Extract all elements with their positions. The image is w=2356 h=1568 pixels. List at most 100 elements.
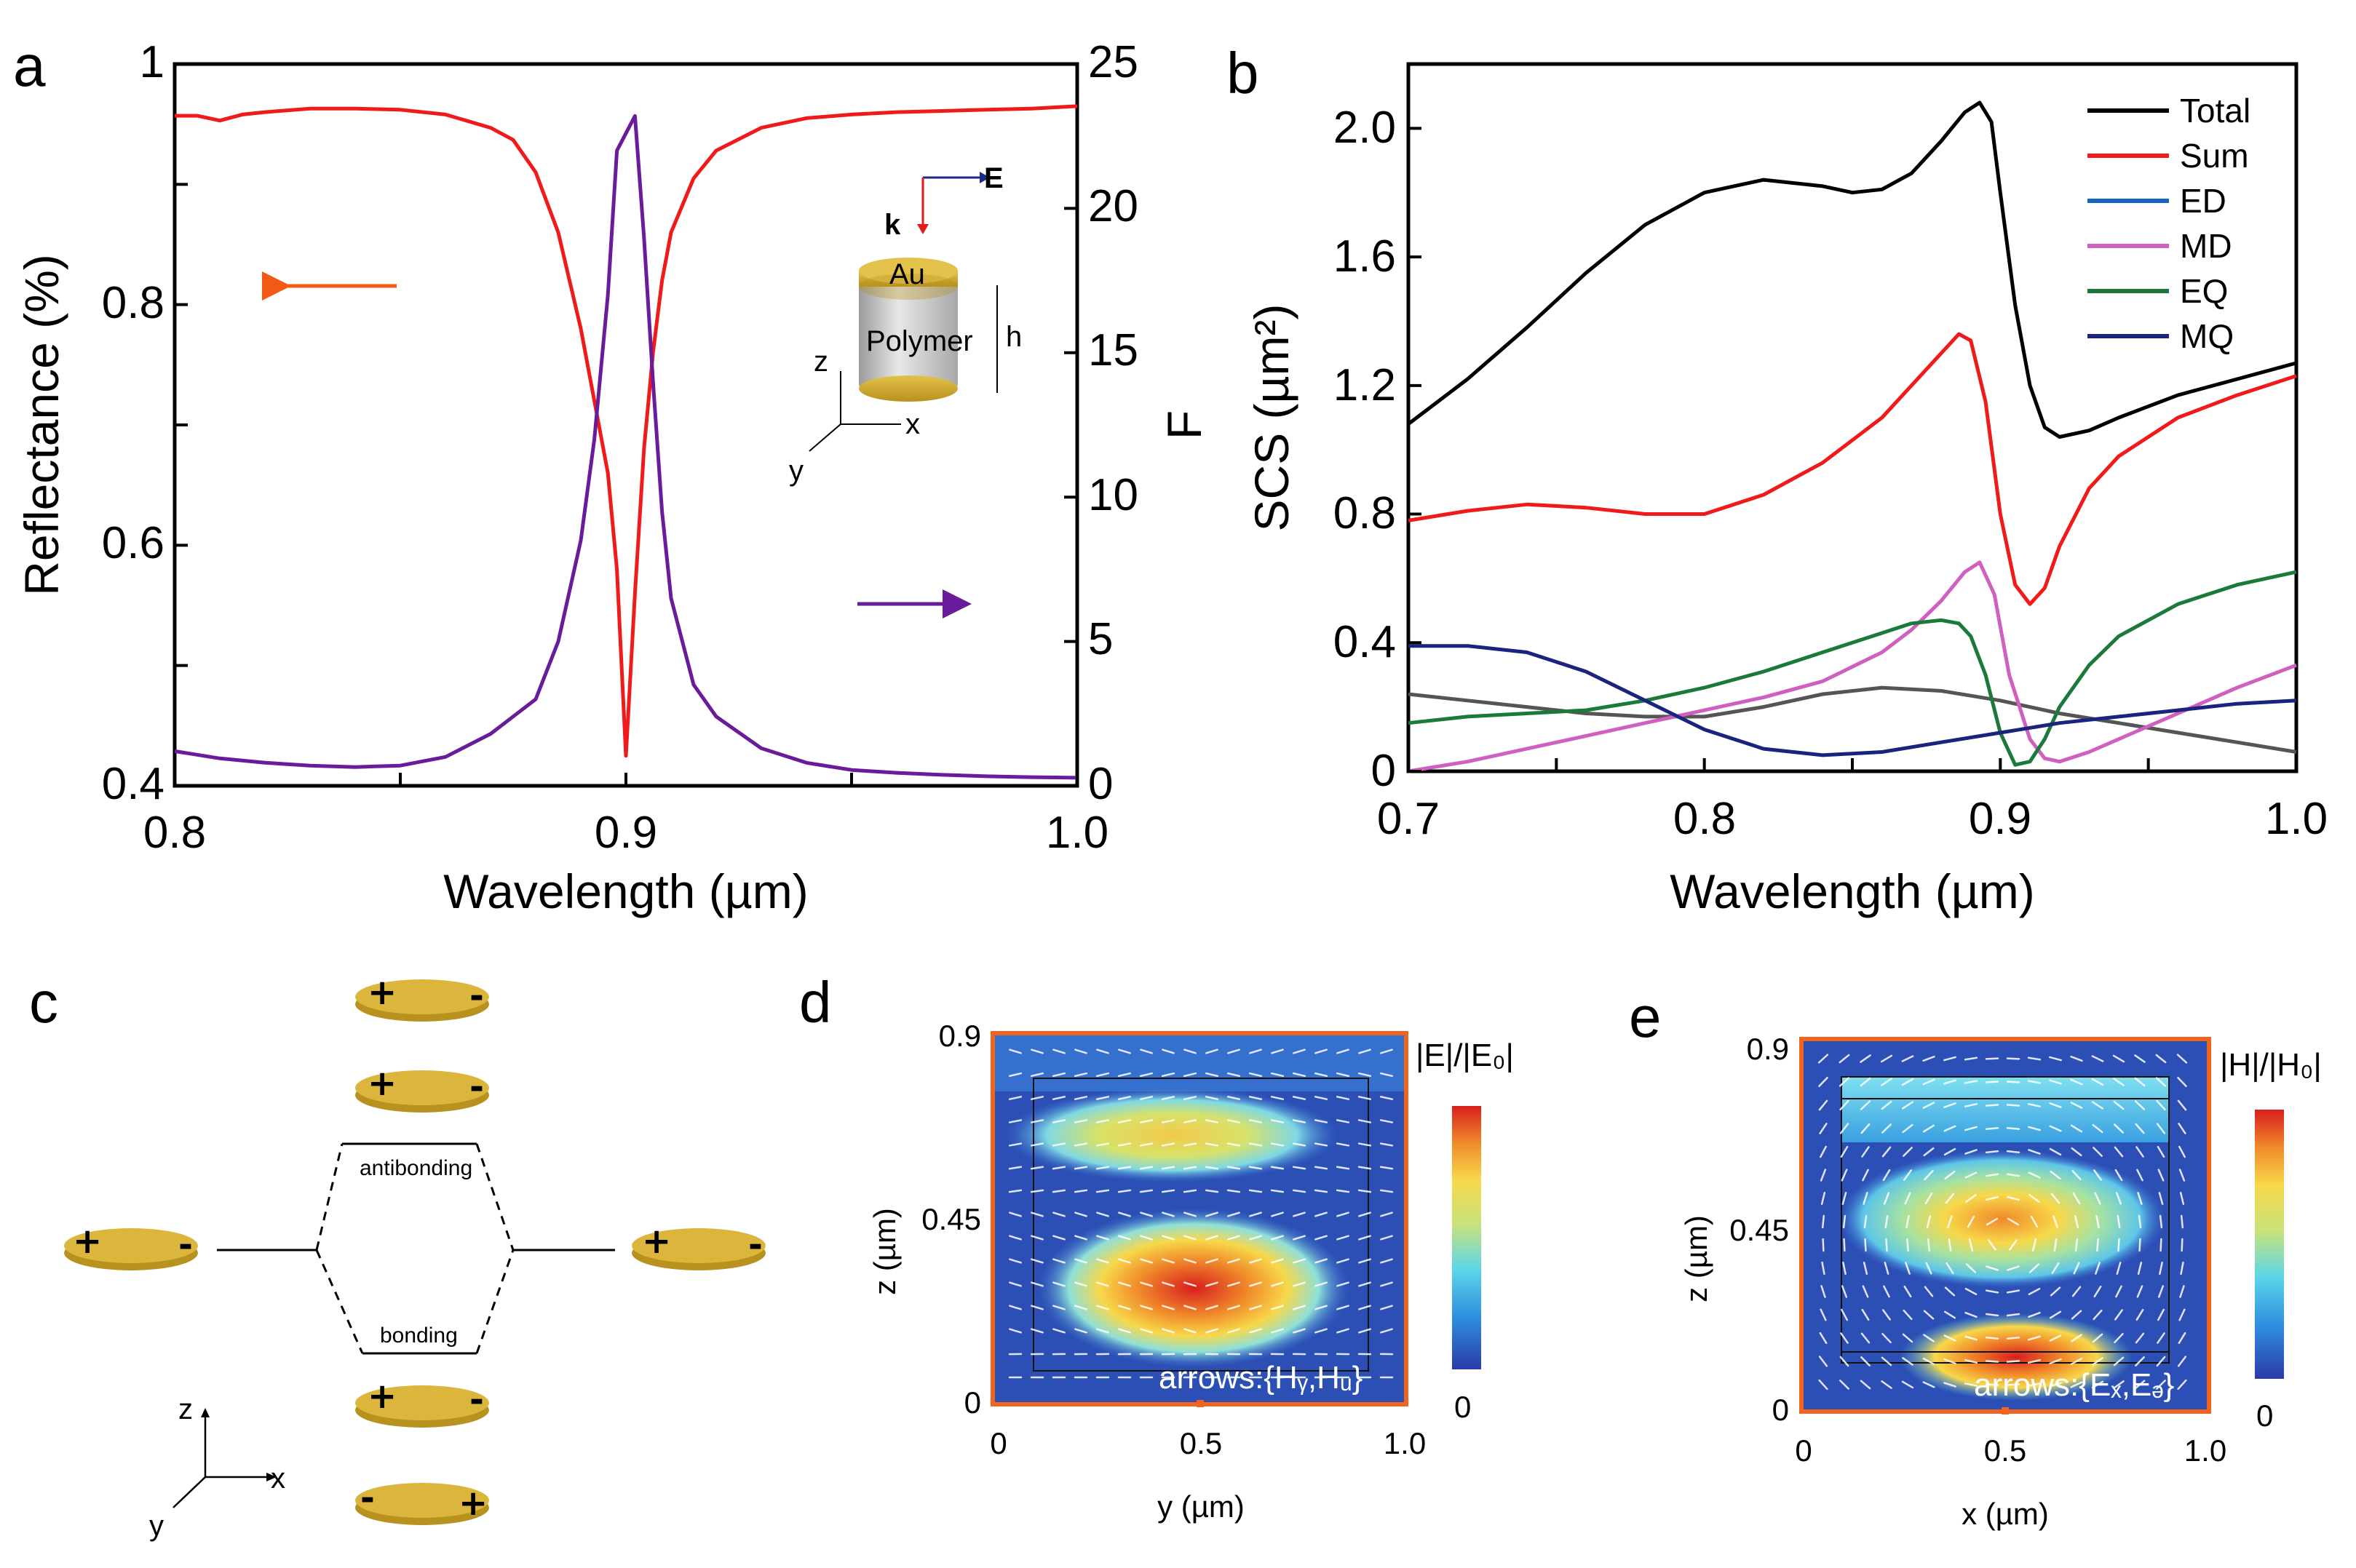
- panel-a-chart: a 0.8 0.9 1.0 0.4 0.6 0.8 1 0 5 10 15 20…: [13, 33, 1211, 918]
- field-arrow: [1009, 1211, 1022, 1217]
- field-arrow: [1314, 1189, 1328, 1193]
- field-arrow: [1226, 1189, 1241, 1193]
- field-arrow: [2074, 1238, 2079, 1252]
- field-arrow: [1139, 1096, 1154, 1100]
- field-arrow: [1270, 1119, 1285, 1123]
- field-arrow: [1095, 1119, 1110, 1123]
- field-arrow: [1985, 1336, 1999, 1340]
- field-arrow: [1927, 1238, 1931, 1252]
- field-arrow: [2137, 1192, 2143, 1205]
- panel-a-frame: [172, 62, 1079, 788]
- field-arrow: [2113, 1100, 2125, 1110]
- field-arrow: [1008, 1166, 1023, 1170]
- field-arrow: [2113, 1356, 2125, 1366]
- series-line-eq: [1408, 570, 2297, 767]
- field-arrow: [1161, 1189, 1175, 1193]
- field-arrow: [1271, 1258, 1284, 1264]
- b-x-tick: 1.0: [2265, 794, 2328, 844]
- a-y2-tick: 10: [1088, 470, 1138, 520]
- b-y-tick: 0.8: [1333, 488, 1396, 538]
- field-arrow: [1902, 1333, 1913, 1343]
- a-y2-tick: 5: [1088, 614, 1113, 664]
- field-arrow: [1074, 1048, 1087, 1054]
- minus-sign: -: [469, 976, 484, 1016]
- field-arrow: [1882, 1169, 1891, 1182]
- panel-label-e: e: [1629, 984, 1662, 1049]
- field-arrow: [1074, 1211, 1087, 1217]
- field-arrow: [2028, 1311, 2041, 1318]
- field-arrow: [1903, 1147, 1913, 1157]
- field-arrow: [1945, 1193, 1955, 1204]
- field-arrow: [1227, 1305, 1240, 1310]
- panel-label-d: d: [799, 970, 832, 1035]
- field-arrow: [1205, 1211, 1218, 1217]
- field-arrow: [2050, 1286, 2061, 1297]
- field-arrow: [1074, 1258, 1087, 1264]
- field-arrow: [1357, 1119, 1372, 1123]
- field-arrow: [2071, 1147, 2082, 1157]
- field-arrow: [1357, 1189, 1372, 1193]
- field-arrow: [2092, 1123, 2103, 1134]
- field-arrow: [1820, 1285, 1826, 1298]
- field-arrow: [2006, 1173, 2020, 1177]
- series-line-total: [1407, 100, 2297, 439]
- field-arrow: [2159, 1238, 2162, 1252]
- legend-label-mq: MQ: [2180, 317, 2234, 355]
- field-arrow: [1820, 1308, 1827, 1321]
- field-arrow: [2157, 1332, 2165, 1344]
- field-arrow: [2136, 1169, 2143, 1182]
- field-arrow: [1271, 1048, 1284, 1054]
- field-arrow: [2156, 1380, 2166, 1390]
- field-arrow: [2135, 1356, 2145, 1366]
- field-arrow: [1901, 1380, 1914, 1389]
- field-arrow: [2049, 1147, 2062, 1156]
- field-arrow: [1964, 1311, 1978, 1318]
- field-arrow: [2093, 1169, 2102, 1181]
- field-arrow: [1358, 1048, 1371, 1054]
- field-arrow: [1925, 1262, 1932, 1275]
- field-arrow: [1379, 1096, 1394, 1100]
- field-arrow: [1839, 1099, 1849, 1111]
- field-arrow: [2156, 1356, 2166, 1367]
- field-arrow: [1009, 1048, 1022, 1054]
- field-arrow: [1967, 1215, 1975, 1228]
- field-arrow: [1205, 1235, 1218, 1241]
- a-y2-axis-title: F: [1157, 410, 1211, 439]
- height-label: h: [1006, 321, 1022, 353]
- plus-sign: +: [368, 1376, 397, 1417]
- field-arrow: [1226, 1096, 1241, 1100]
- field-arrow: [1162, 1305, 1175, 1310]
- field-arrow: [1860, 1380, 1871, 1390]
- field-arrow: [1095, 1096, 1110, 1100]
- field-arrow: [2050, 1193, 2060, 1204]
- field-arrow: [1249, 1258, 1262, 1264]
- field-arrow: [1923, 1334, 1935, 1342]
- field-arrow: [1139, 1189, 1154, 1193]
- field-arrow: [1922, 1124, 1935, 1133]
- field-arrow: [1922, 1102, 1935, 1109]
- bottom-au-disk: [859, 375, 958, 402]
- field-arrow: [2074, 1214, 2079, 1229]
- b-x-tick: 0.9: [1969, 794, 2031, 844]
- field-arrow: [1226, 1072, 1241, 1078]
- field-arrow: [1881, 1078, 1892, 1086]
- e-structure-outline: [1841, 1076, 2170, 1364]
- field-arrow: [1818, 1379, 1828, 1390]
- field-arrow: [1183, 1305, 1197, 1310]
- field-arrow: [1052, 1235, 1066, 1241]
- field-arrow: [1030, 1072, 1044, 1078]
- field-arrow: [1314, 1119, 1328, 1123]
- field-arrow: [1336, 1189, 1350, 1193]
- panel-b-chart: b 0.7 0.8 0.9 1.0 0 0.4 0.8 1.2 1.6 2.0 …: [1226, 41, 2328, 918]
- a-y-tick: 0.4: [102, 759, 164, 809]
- field-arrow: [1985, 1127, 1999, 1130]
- field-arrow: [1314, 1072, 1328, 1078]
- field-arrow: [2135, 1146, 2144, 1158]
- field-arrow: [1270, 1072, 1285, 1078]
- a-y-tick: 1: [140, 37, 164, 87]
- field-arrow: [2049, 1358, 2062, 1365]
- field-arrow: [1336, 1142, 1350, 1147]
- field-arrow: [1031, 1305, 1044, 1310]
- field-arrow: [2052, 1215, 2058, 1228]
- field-arrow: [1314, 1281, 1328, 1287]
